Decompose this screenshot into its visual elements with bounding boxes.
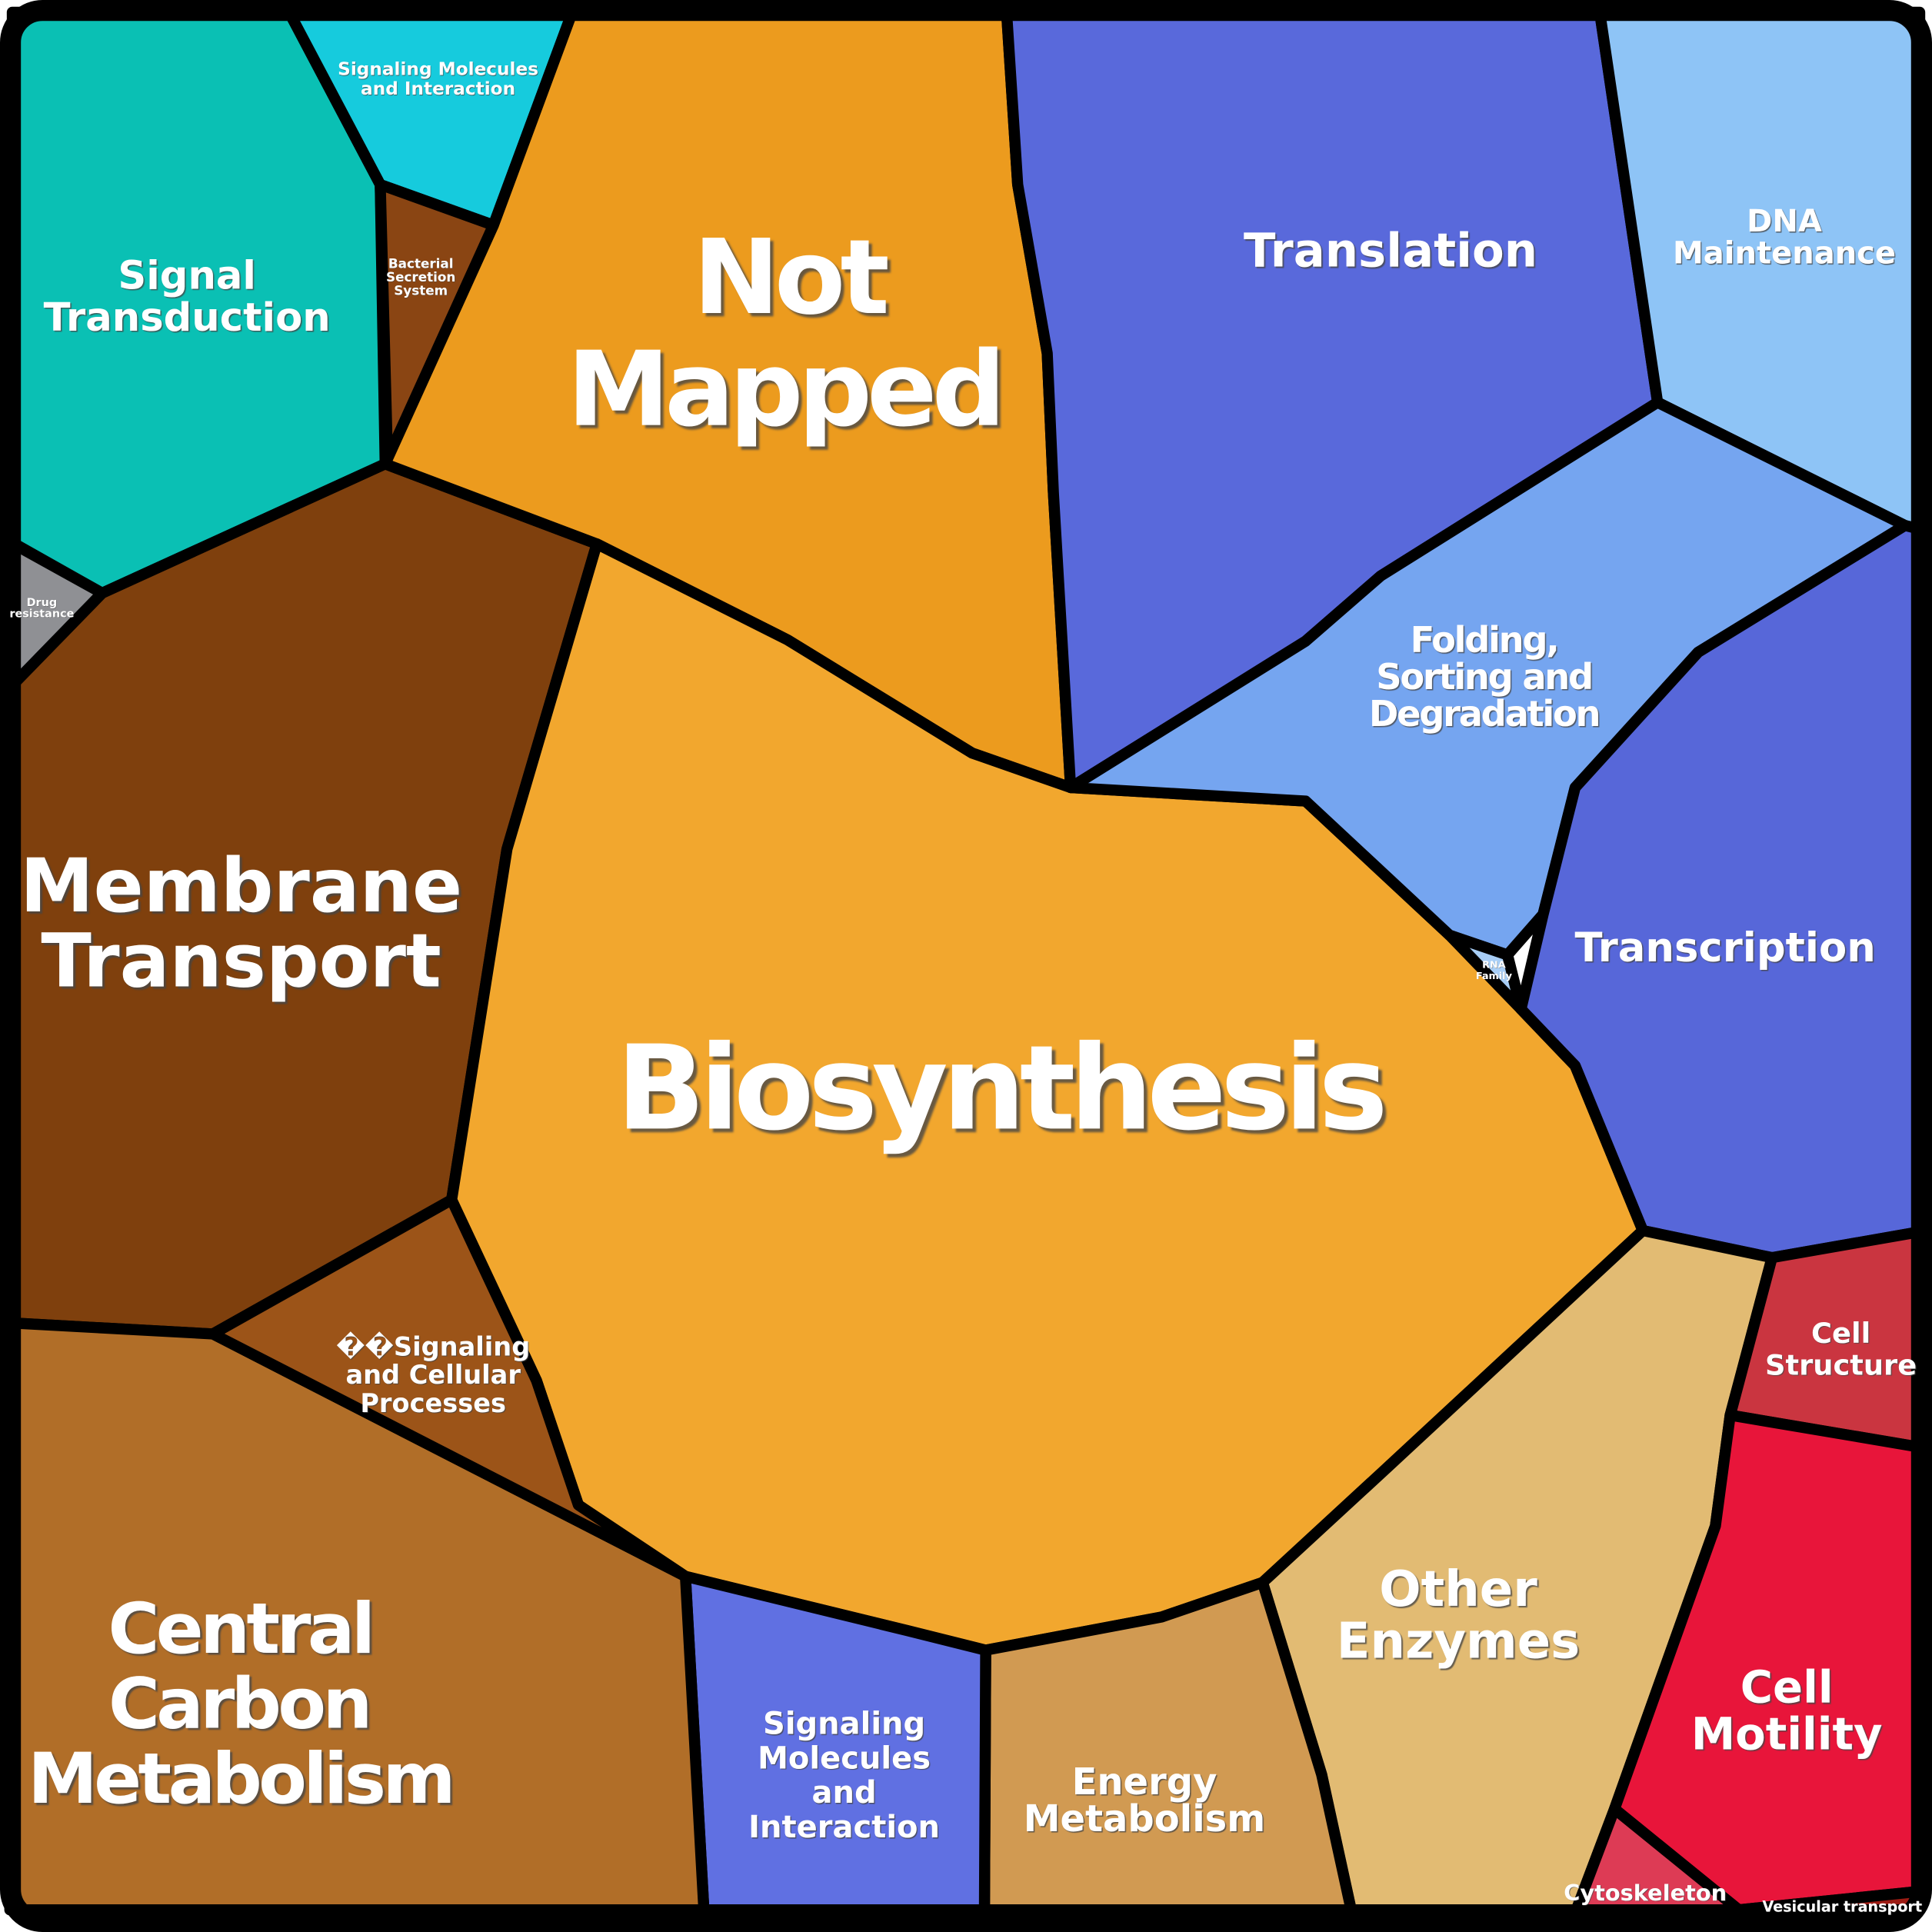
label-line: Molecules (758, 1740, 931, 1776)
label-line: Transduction (44, 295, 331, 341)
label-line: Energy (1072, 1760, 1217, 1804)
label-drug-resistance: Drug resistance (9, 597, 74, 620)
label-line: Carbon (108, 1662, 369, 1744)
label-energy-metabolism: Energy Metabolism (1024, 1760, 1265, 1840)
label-line: Transcription (1575, 924, 1876, 971)
label-line: Degradation (1369, 693, 1599, 734)
label-line: Cytoskeleton (1564, 1880, 1727, 1906)
label-line: Signal (118, 252, 256, 298)
label-line: Secretion (386, 269, 455, 285)
label-line: resistance (9, 608, 74, 620)
label-line: and (812, 1775, 877, 1810)
label-line: Structure (1765, 1348, 1917, 1381)
label-line: ��Signaling (336, 1331, 530, 1361)
label-line: Signaling Molecules (338, 58, 538, 79)
label-line: Metabolism (1024, 1797, 1265, 1840)
label-translation: Translation (1244, 224, 1537, 278)
label-dna-maintenance: DNA Maintenance (1673, 204, 1896, 271)
label-line: Enzymes (1337, 1613, 1580, 1670)
label-bacterial-secretion-system: Bacterial Secretion System (386, 255, 455, 298)
label-line: Transport (41, 918, 441, 1004)
label-line: Bacterial (388, 255, 454, 271)
cell-rna-family (1444, 929, 1527, 1015)
label-line: Membrane (20, 843, 462, 929)
label-line: Motility (1691, 1708, 1883, 1760)
cell-signaling-and-cellular-processes (207, 1194, 691, 1582)
label-line: Vesicular transport (1762, 1897, 1922, 1915)
label-cytoskeleton: Cytoskeleton (1564, 1880, 1727, 1906)
label-line: Translation (1244, 224, 1537, 278)
label-cell-motility: Cell Motility (1691, 1661, 1883, 1760)
label-line: DNA (1747, 204, 1822, 239)
label-not-mapped: Not Mapped (567, 217, 1001, 450)
label-signaling-molecules-bottom: Signaling Molecules and Interaction (748, 1707, 940, 1845)
label-line: Other (1379, 1561, 1537, 1618)
label-line: Processes (360, 1388, 506, 1418)
label-line: Metabolism (28, 1737, 452, 1820)
label-biosynthesis: Biosynthesis (616, 1020, 1383, 1156)
label-line: RNA (1482, 959, 1506, 971)
label-line: System (394, 283, 448, 298)
label-line: Biosynthesis (616, 1020, 1383, 1156)
label-line: Interaction (748, 1810, 940, 1845)
label-signaling-and-cellular-processes: ��Signaling and Cellular Processes (336, 1331, 530, 1418)
label-rna-family: RNA Family (1476, 959, 1513, 981)
label-line: and Interaction (361, 78, 515, 99)
label-line: Sorting and (1376, 656, 1592, 698)
label-line: and Cellular (345, 1360, 521, 1390)
label-cell-structure: Cell Structure (1765, 1316, 1917, 1381)
label-membrane-transport: Membrane Transport (20, 843, 462, 1004)
label-line: Folding, (1411, 619, 1558, 661)
label-signal-transduction: Signal Transduction (44, 252, 331, 340)
label-line: Drug (27, 597, 58, 609)
label-line: Not (693, 217, 888, 338)
label-line: Cell (1811, 1316, 1870, 1349)
label-line: Signaling (763, 1707, 925, 1742)
label-vesicular-transport: Vesicular transport (1762, 1897, 1922, 1915)
cell-cytoskeleton (1571, 1803, 1744, 1916)
label-line: Family (1476, 970, 1513, 981)
label-line: Cell (1740, 1661, 1834, 1713)
label-signaling-molecules-top: Signaling Molecules and Interaction (338, 58, 538, 99)
label-transcription: Transcription (1575, 924, 1876, 971)
label-folding-sorting-degradation: Folding, Sorting and Degradation (1369, 619, 1599, 734)
label-central-carbon-metabolism: Central Carbon Metabolism (28, 1587, 452, 1819)
label-line: Mapped (567, 328, 1001, 449)
label-other-enzymes: Other Enzymes (1337, 1561, 1580, 1670)
label-line: Central (108, 1587, 371, 1669)
label-line: Maintenance (1673, 236, 1896, 271)
